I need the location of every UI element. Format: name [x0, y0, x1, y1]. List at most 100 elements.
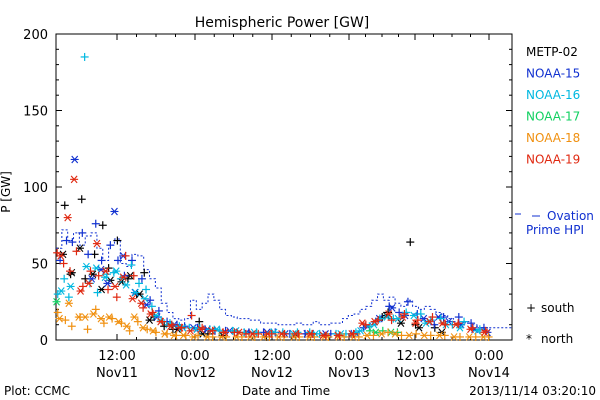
- south-point: [129, 271, 138, 280]
- north-point-d2: [137, 299, 145, 308]
- north-point: [122, 281, 131, 289]
- plot-frame: [55, 33, 513, 341]
- north-point: [55, 314, 64, 323]
- south-point: [104, 285, 113, 294]
- south-point: [146, 296, 155, 305]
- south-point: [53, 248, 62, 257]
- footer-credit: Plot: CCMC: [4, 384, 70, 398]
- south-point: [121, 251, 130, 260]
- south-point: [66, 267, 75, 276]
- x-tick-label-date: Nov14: [468, 366, 510, 381]
- north-point-d2: [187, 326, 194, 335]
- south-point: [237, 332, 246, 341]
- north-point-d2: [152, 311, 160, 320]
- south-point: [60, 201, 69, 210]
- south-point: [72, 247, 81, 256]
- south-point: [403, 297, 412, 306]
- north-point: [186, 326, 195, 335]
- north-point-d2: [371, 317, 379, 326]
- north-point-d2: [426, 317, 433, 326]
- north-point-d2: [85, 279, 93, 288]
- south-point: [215, 326, 224, 335]
- y-tick-label: 150: [23, 105, 48, 120]
- north-point-d2: [97, 314, 105, 323]
- north-point: [377, 330, 386, 338]
- chart-title: Hemispheric Power [GW]: [195, 15, 370, 31]
- south-point: [75, 313, 84, 322]
- y-tick-label: 50: [31, 258, 48, 273]
- south-point: [416, 309, 425, 318]
- south-point: [135, 279, 144, 288]
- south-point: [426, 331, 435, 340]
- north-point-d2: [105, 313, 113, 321]
- south-point: [198, 323, 207, 332]
- south-point: [106, 241, 115, 250]
- north-point: [122, 322, 131, 331]
- north-point: [103, 279, 112, 288]
- south-point: [406, 238, 415, 247]
- south-point: [322, 331, 331, 340]
- north-point-d2: [56, 314, 63, 323]
- south-point: [385, 302, 394, 311]
- north-point: [111, 282, 120, 291]
- north-point: [370, 317, 379, 326]
- north-point: [137, 299, 146, 308]
- north-point-d2: [420, 314, 428, 323]
- legend-north-symbol: *: [526, 332, 532, 346]
- north-point: [56, 251, 65, 260]
- north-point-d2: [378, 330, 386, 338]
- south-point: [140, 268, 149, 277]
- south-point: [148, 308, 157, 317]
- south-point: [137, 274, 146, 283]
- north-point: [97, 314, 106, 323]
- south-point: [441, 320, 450, 329]
- north-point-d2: [415, 323, 423, 332]
- north-point-d2: [98, 285, 106, 294]
- north-point: [131, 288, 140, 297]
- legend-entry: NOAA-16: [526, 88, 580, 102]
- south-point: [142, 285, 151, 294]
- south-point: [460, 317, 469, 326]
- north-point: [151, 311, 160, 320]
- legend-entry: NOAA-15: [526, 67, 580, 81]
- south-point: [113, 236, 122, 245]
- north-point: [84, 279, 93, 288]
- legend-entry: NOAA-19: [526, 153, 580, 167]
- south-point: [468, 323, 477, 332]
- x-axis-label: Date and Time: [242, 384, 330, 398]
- legend-entry: NOAA-17: [526, 110, 580, 124]
- south-point: [428, 313, 437, 322]
- north-point: [63, 213, 72, 222]
- north-point: [384, 310, 393, 318]
- south-point: [242, 329, 250, 338]
- south-point: [440, 331, 449, 340]
- legend-south-symbol: +: [526, 301, 536, 315]
- plot-border: [55, 33, 513, 341]
- south-point: [389, 314, 398, 323]
- south-point: [335, 331, 344, 340]
- y-axis-label: P [GW]: [0, 171, 13, 213]
- north-point: [67, 268, 76, 277]
- north-point-d2: [139, 323, 147, 332]
- north-point: [119, 273, 128, 282]
- north-point-d2: [64, 213, 72, 222]
- south-point: [400, 309, 409, 318]
- north-point-d2: [119, 273, 127, 282]
- north-point-d2: [450, 333, 458, 341]
- south-point: [163, 329, 172, 338]
- ovation-line: [56, 229, 512, 329]
- data-points: [52, 52, 493, 341]
- north-point: [425, 317, 434, 326]
- south-point: [294, 329, 303, 338]
- south-point: [64, 293, 73, 302]
- legend-ovation-label: Ovation: [547, 209, 594, 223]
- south-point: [349, 329, 358, 338]
- north-point-d2: [57, 287, 65, 295]
- legend-south-label: south: [541, 301, 575, 315]
- x-tick-label-time: 12:00: [253, 349, 290, 364]
- south-point: [167, 320, 176, 329]
- north-point: [140, 294, 149, 303]
- south-point: [340, 332, 349, 341]
- south-point: [86, 267, 95, 276]
- north-point-d2: [439, 319, 446, 328]
